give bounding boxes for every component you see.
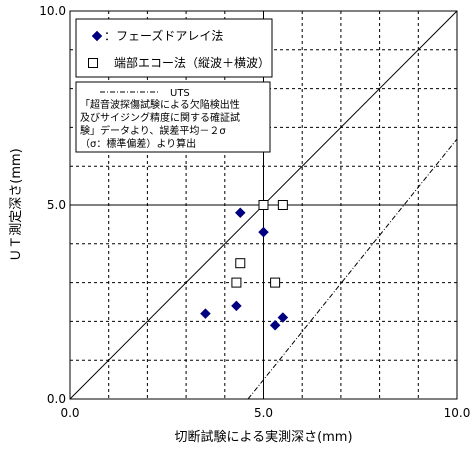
y-axis-label: ＵＴ測定深さ(mm) <box>9 148 24 261</box>
x-tick-label-2: 10.0 <box>444 406 471 420</box>
point-phased-array-2 <box>234 207 246 219</box>
y-tick-label-1: 5.0 <box>47 198 66 212</box>
annotation-box <box>75 81 271 153</box>
point-tip-echo-2 <box>235 258 246 269</box>
legend-marker-square <box>88 58 98 68</box>
point-tip-echo-3 <box>231 277 242 288</box>
annotation-line-1: 「超音波探傷試験による欠陥検出性 <box>80 98 240 111</box>
legend-markers <box>88 30 103 68</box>
point-tip-echo-4 <box>270 277 281 288</box>
x-tick-label-1: 5.0 <box>254 406 273 420</box>
annotation-line-4: （σ：標準偏差）より算出 <box>80 137 196 150</box>
y-tick-label-2: 10.0 <box>39 4 66 18</box>
uts-annotation: UTS 「超音波探傷試験による欠陥検出性 及びサイジング精度に関する確証試 験」… <box>75 81 271 153</box>
legend-marker-diamond <box>91 30 103 42</box>
point-phased-array-5 <box>277 312 289 323</box>
point-phased-array-0 <box>200 308 211 319</box>
legend-label-tip-echo: 端部エコー法（縦波＋横波） <box>114 55 270 70</box>
point-phased-array-1 <box>231 300 242 312</box>
tick-labels: 0.0 5.0 10.0 0.0 5.0 10.0 <box>39 4 470 420</box>
annotation-line-3: 験」データより、誤差平均－２σ <box>80 124 226 137</box>
x-tick-label-0: 0.0 <box>60 406 79 420</box>
point-phased-array-3 <box>258 226 269 238</box>
point-tip-echo-1 <box>277 200 288 210</box>
x-axis-label: 切断試験による実測深さ(mm) <box>174 429 352 445</box>
annotation-line-2: 及びサイジング精度に関する確証試 <box>80 111 240 124</box>
reference-line-uts_limit <box>247 138 458 400</box>
legend-box <box>75 18 273 78</box>
legend-label-phased-array: ：フェーズドアレイ法 <box>104 28 223 43</box>
annotation-title: UTS <box>170 88 190 99</box>
point-tip-echo-0 <box>258 200 269 210</box>
data-points <box>200 200 289 331</box>
point-phased-array-4 <box>269 319 281 331</box>
y-tick-label-0: 0.0 <box>47 392 66 406</box>
legend: ：フェーズドアレイ法 端部エコー法（縦波＋横波） <box>75 18 273 78</box>
